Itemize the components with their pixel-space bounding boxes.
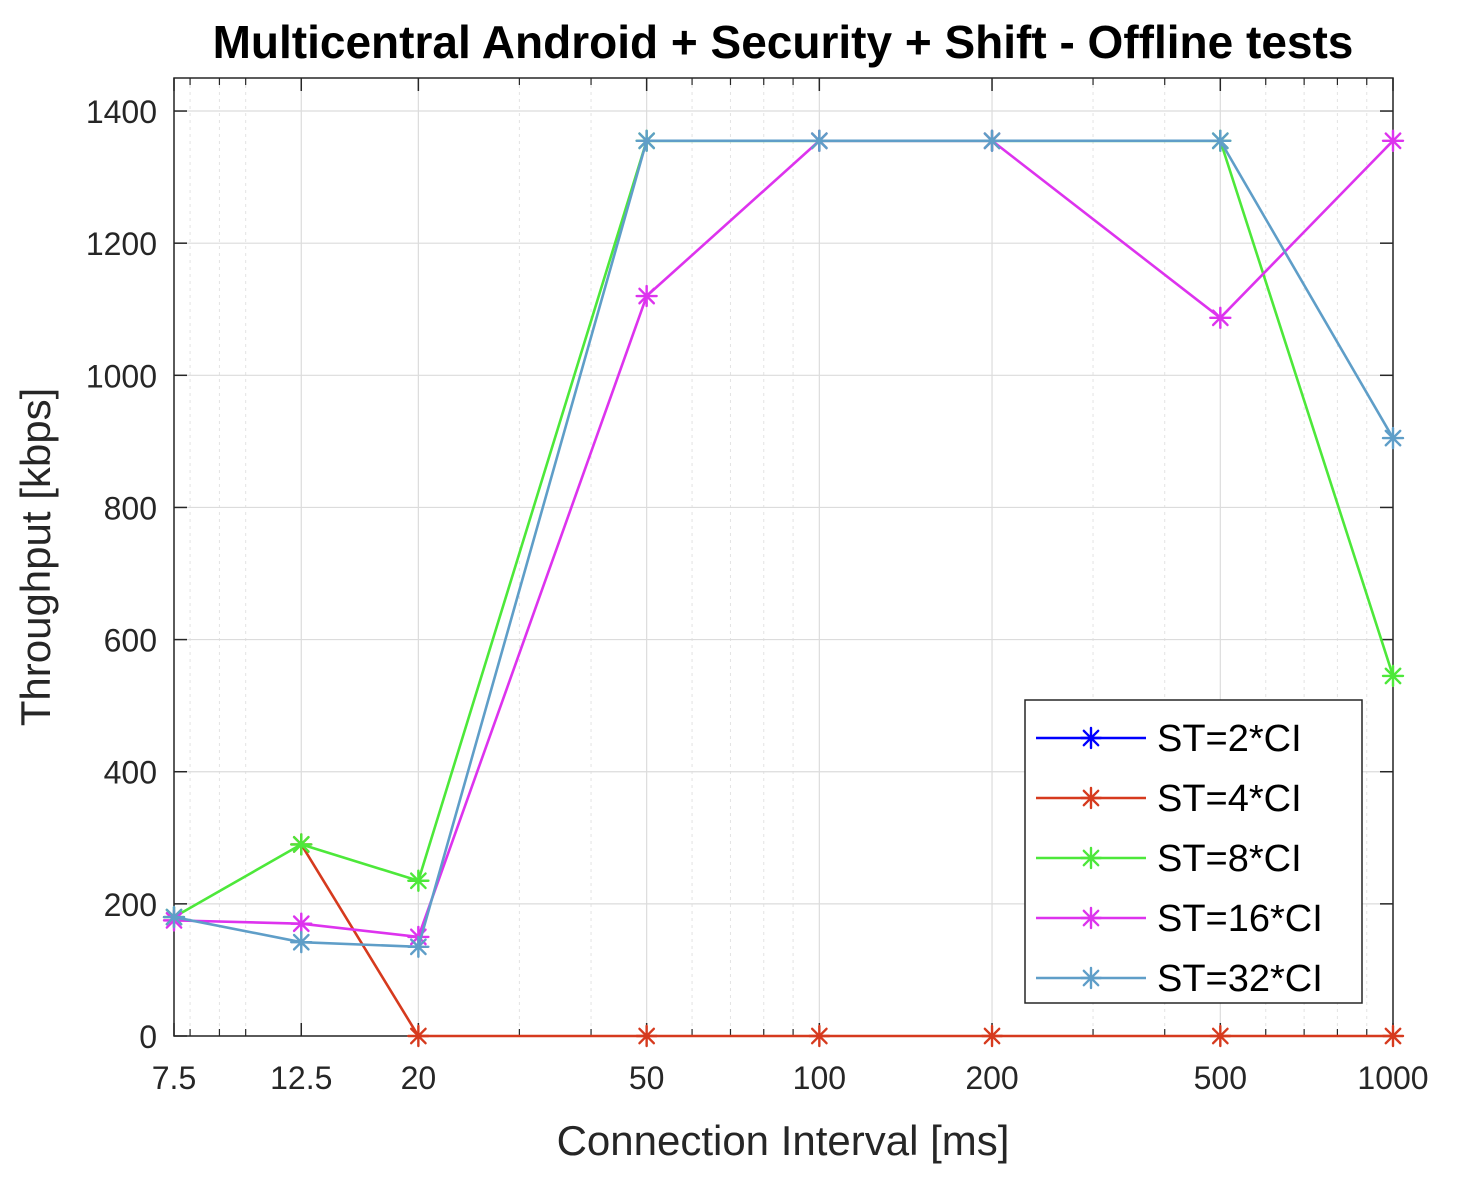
data-point <box>1209 1024 1232 1048</box>
y-tick-label: 1200 <box>86 226 157 262</box>
x-tick-label: 1000 <box>1357 1060 1428 1096</box>
x-tick-label: 12.5 <box>270 1060 332 1096</box>
data-point <box>1079 906 1103 930</box>
series-line <box>173 139 1394 939</box>
x-tick-label: 7.5 <box>152 1060 196 1096</box>
data-point <box>162 905 186 929</box>
y-tick-label: 1400 <box>86 94 157 130</box>
data-point <box>635 284 658 308</box>
legend: ST=2*CI ST=4*CI ST=8*CI ST=16*CI ST=32*CI <box>1024 699 1363 1004</box>
data-point <box>635 129 658 152</box>
legend-entry: ST=16*CI <box>1036 898 1323 940</box>
y-tick-label: 0 <box>139 1019 157 1055</box>
legend-entry: ST=8*CI <box>1036 838 1302 880</box>
x-tick-labels: 7.5 12.5 20 50 100 200 500 1000 <box>152 1060 1429 1096</box>
data-point <box>808 1024 831 1048</box>
data-point <box>407 869 430 892</box>
x-tick-label: 200 <box>965 1060 1018 1096</box>
series-line <box>173 139 1395 949</box>
chart-title: Multicentral Android + Security + Shift … <box>213 16 1354 68</box>
data-point <box>1079 726 1103 750</box>
y-tick-label: 400 <box>104 755 157 791</box>
data-point <box>980 129 1004 152</box>
y-tick-label: 600 <box>104 623 157 659</box>
series-layer <box>162 129 1405 1048</box>
legend-label: ST=8*CI <box>1157 838 1302 880</box>
legend-label: ST=16*CI <box>1157 898 1323 940</box>
data-point <box>1381 129 1405 152</box>
data-point <box>635 1024 658 1048</box>
data-point <box>407 935 430 959</box>
data-point <box>1209 129 1232 152</box>
data-point <box>290 833 313 856</box>
x-tick-label: 500 <box>1194 1060 1247 1096</box>
legend-entry: ST=32*CI <box>1036 958 1323 1000</box>
data-point <box>1079 786 1103 810</box>
legend-entry: ST=4*CI <box>1036 778 1302 820</box>
series-2 <box>290 833 1405 1048</box>
data-point <box>290 930 313 954</box>
y-axis-label: Throughput [kbps] <box>12 388 59 727</box>
series-5 <box>162 129 1405 959</box>
x-tick-label: 50 <box>629 1060 665 1096</box>
data-point <box>808 129 831 152</box>
data-point <box>1209 306 1232 330</box>
data-point <box>290 912 313 935</box>
y-tick-label: 200 <box>104 887 157 923</box>
legend-label: ST=4*CI <box>1157 778 1302 820</box>
data-point <box>980 1024 1004 1048</box>
legend-entry: ST=2*CI <box>1036 718 1302 760</box>
y-tick-label: 800 <box>104 490 157 526</box>
y-tick-labels: 0 200 400 600 800 1000 1200 1400 <box>86 94 157 1055</box>
legend-box <box>1024 699 1363 1004</box>
legend-entries: ST=2*CI ST=4*CI ST=8*CI ST=16*CI ST=32*CI <box>1036 718 1323 1000</box>
data-point <box>1381 664 1405 688</box>
data-point <box>1079 966 1103 990</box>
legend-label: ST=2*CI <box>1157 718 1302 760</box>
x-tick-label: 20 <box>401 1060 437 1096</box>
data-point <box>1381 426 1405 450</box>
x-axis-label: Connection Interval [ms] <box>557 1117 1010 1164</box>
y-tick-label: 1000 <box>86 358 157 394</box>
legend-label: ST=32*CI <box>1157 958 1323 1000</box>
x-tick-label: 100 <box>793 1060 846 1096</box>
data-point <box>407 1024 430 1048</box>
data-point <box>1079 846 1103 870</box>
data-point <box>1381 1024 1405 1048</box>
